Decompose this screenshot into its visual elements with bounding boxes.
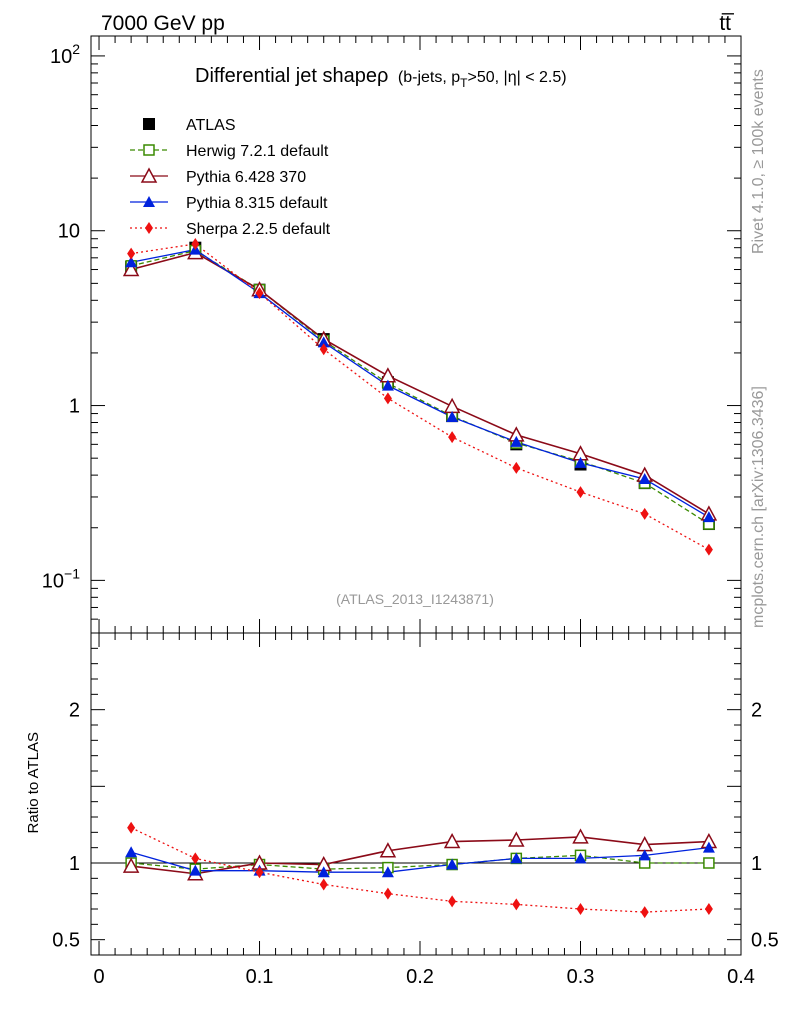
legend-marker xyxy=(143,144,155,156)
xtick-label: 0.4 xyxy=(727,966,755,988)
main-point-pythia8 xyxy=(574,456,587,468)
main-point-sherpa xyxy=(704,543,713,556)
ratio-ytick-label: 1 xyxy=(69,853,80,875)
ratio-point-sherpa xyxy=(255,866,264,879)
series-layer xyxy=(122,237,718,919)
ratio-point-sherpa xyxy=(383,887,392,900)
ratio-point-sherpa xyxy=(704,903,713,915)
ratio-point-pythia6 xyxy=(122,857,140,873)
main-ytick-label: 10−1 xyxy=(42,565,80,592)
ratio-point-pythia8 xyxy=(317,866,330,878)
main-point-sherpa xyxy=(512,461,521,474)
main-point-sherpa xyxy=(191,237,200,250)
ratio-point-sherpa xyxy=(191,852,200,865)
main-point-sherpa xyxy=(319,343,328,356)
chart-title-suffix: (b-jets, pT>50, |η| < 2.5) xyxy=(398,69,567,90)
ratio-point-pythia6 xyxy=(443,832,461,849)
main-line-pythia6 xyxy=(130,251,710,515)
ratio-point-pythia8 xyxy=(446,858,459,870)
ratio-point-sherpa xyxy=(512,898,521,911)
main-point-pythia6 xyxy=(443,397,461,414)
ratio-ytick-label-right: 0.5 xyxy=(751,930,779,952)
ratio-point-sherpa xyxy=(640,906,649,919)
legend-item-sherpa: Sherpa 2.2.5 default xyxy=(130,221,331,238)
ratio-point-pythia8 xyxy=(125,846,138,858)
main-line-pythia8 xyxy=(130,248,710,518)
ratio-line-herwig xyxy=(131,854,709,870)
mcplots-label: mcplots.cern.ch [arXiv:1306.3436] xyxy=(750,386,767,628)
legend-label: Herwig 7.2.1 default xyxy=(186,143,329,160)
ratio-point-sherpa xyxy=(448,895,457,908)
rivet-label: Rivet 4.1.0, ≥ 100k events xyxy=(750,69,767,254)
legend-marker xyxy=(140,167,158,183)
ratio-point-pythia8 xyxy=(381,866,394,878)
ratio-ytick-label-right: 2 xyxy=(751,700,762,722)
ratio-point-pythia8 xyxy=(574,852,587,864)
main-point-pythia8 xyxy=(446,411,459,423)
main-point-sherpa xyxy=(640,507,649,520)
legend: ATLAS Herwig 7.2.1 default Pythia 6.428 37… xyxy=(130,117,331,238)
main-point-sherpa xyxy=(127,247,136,260)
legend-label: ATLAS xyxy=(186,117,236,134)
ratio-point-pythia8 xyxy=(189,864,202,876)
legend-marker xyxy=(143,118,155,130)
legend-marker xyxy=(143,196,155,207)
legend-item-pythia8: Pythia 8.315 default xyxy=(130,195,328,212)
main-point-sherpa xyxy=(383,392,392,405)
chart-title: Differential jet shapeρ (b-jets, pT>50, … xyxy=(195,65,567,90)
legend-label: Pythia 6.428 370 xyxy=(186,169,306,186)
main-ytick-label: 10 xyxy=(58,221,80,243)
legend-label: Sherpa 2.2.5 default xyxy=(186,221,331,238)
main-point-pythia8 xyxy=(702,511,715,523)
header-right: tt̅ xyxy=(719,12,735,35)
analysis-watermark: (ATLAS_2013_I1243871) xyxy=(336,591,494,607)
main-point-pythia8 xyxy=(638,473,651,485)
ratio-point-pythia6 xyxy=(572,828,589,844)
ratio-line-pythia6 xyxy=(131,836,709,875)
ratio-ylabel: Ratio to ATLAS xyxy=(25,732,42,833)
main-point-pythia6 xyxy=(122,260,140,277)
ratio-point-pythia8 xyxy=(638,849,651,861)
xtick-label: 0.3 xyxy=(567,966,595,988)
legend-label: Pythia 8.315 default xyxy=(186,195,328,212)
ratio-panel-frame xyxy=(90,632,742,956)
ratio-point-sherpa xyxy=(319,878,328,891)
main-point-sherpa xyxy=(255,287,264,300)
ratio-ytick-label: 2 xyxy=(69,700,80,722)
legend-item-herwig: Herwig 7.2.1 default xyxy=(130,143,329,160)
xtick-label: 0.2 xyxy=(406,966,434,988)
header-left: 7000 GeV pp xyxy=(101,12,225,35)
ratio-ytick-label-right: 1 xyxy=(751,853,762,875)
xtick-label: 0.1 xyxy=(246,966,274,988)
ratio-point-herwig xyxy=(703,857,715,869)
legend-item-atlas: ATLAS xyxy=(143,117,236,134)
main-point-pythia8 xyxy=(317,336,330,348)
legend-item-pythia6: Pythia 6.428 370 xyxy=(130,167,306,186)
chart-title-main: Differential jet shapeρ xyxy=(195,65,388,87)
main-ytick-label: 1 xyxy=(69,396,80,418)
ratio-point-pythia6 xyxy=(508,831,525,847)
main-point-pythia8 xyxy=(510,435,523,447)
ratio-point-sherpa xyxy=(127,821,136,834)
main-ytick-label: 102 xyxy=(50,41,80,68)
ratio-point-pythia8 xyxy=(702,841,715,853)
ratio-line-pythia8 xyxy=(130,847,709,873)
main-point-pythia8 xyxy=(381,379,394,391)
main-point-sherpa xyxy=(576,486,585,499)
main-point-sherpa xyxy=(448,431,457,444)
legend-marker xyxy=(145,222,153,234)
axes-layer: 102 10 1 10−1 0 0.1 0.2 0.3 0.4 2 2 1 1 0.5 0.5 xyxy=(42,36,779,988)
ratio-point-pythia8 xyxy=(510,852,523,864)
main-point-pythia8 xyxy=(125,256,138,268)
ratio-ytick-label: 0.5 xyxy=(52,930,80,952)
main-line-sherpa xyxy=(131,243,710,551)
xtick-label: 0 xyxy=(93,966,104,988)
main-line-herwig xyxy=(130,249,710,525)
ratio-point-pythia6 xyxy=(379,842,397,858)
ratio-point-sherpa xyxy=(576,903,585,915)
